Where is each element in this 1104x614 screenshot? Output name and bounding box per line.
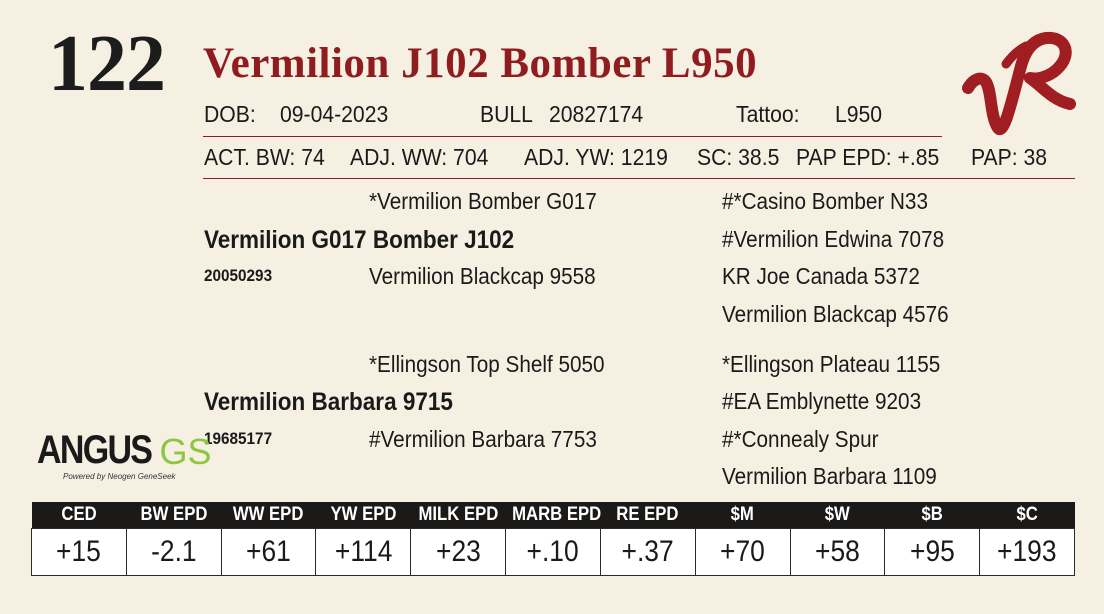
divider-bottom: [203, 178, 1075, 179]
angus-wordmark: ANGUS: [37, 428, 153, 472]
value-marb-epd: +.10: [505, 528, 601, 576]
tattoo-label: Tattoo:: [736, 101, 800, 127]
value-c-index: +193: [979, 528, 1075, 576]
epd-table: CED BW EPD WW EPD YW EPD MILK EPD MARB E…: [31, 502, 1075, 576]
sire-dam-dam: Vermilion Blackcap 4576: [722, 301, 949, 327]
value-ced: +15: [31, 528, 127, 576]
pap-epd: PAP EPD: +.85: [796, 144, 940, 170]
value-b-index: +95: [884, 528, 981, 576]
angus-tagline: Powered by Neogen GeneSeek: [63, 472, 176, 481]
scrotal-circumference: SC: 38.5: [697, 144, 780, 170]
dam-sire-dam: #EA Emblynette 9203: [722, 388, 922, 414]
dob-value: 09-04-2023: [280, 101, 389, 127]
divider-top: [203, 136, 942, 137]
value-re-epd: +.37: [599, 528, 696, 576]
header-w-index: $W: [790, 502, 885, 529]
sire-name: Vermilion G017 Bomber J102: [204, 226, 515, 254]
sire-registration: 20050293: [204, 266, 273, 285]
header-b-index: $B: [884, 502, 980, 529]
sire-sire: *Vermilion Bomber G017: [369, 188, 597, 214]
sire-sire-sire: #*Casino Bomber N33: [722, 188, 928, 214]
sire-dam-sire: KR Joe Canada 5372: [722, 263, 920, 289]
animal-name: Vermilion J102 Bomber L950: [203, 40, 758, 87]
ranch-brand-logo: [962, 31, 1076, 136]
header-re-epd: RE EPD: [600, 502, 696, 529]
actual-birth-weight: ACT. BW: 74: [204, 144, 325, 170]
gs-wordmark: GS: [159, 431, 212, 472]
header-ww-epd: WW EPD: [221, 502, 316, 529]
registration-number: 20827174: [549, 101, 644, 127]
value-bw-epd: -2.1: [125, 528, 222, 576]
header-marb-epd: MARB EPD: [505, 502, 601, 529]
dam-dam: #Vermilion Barbara 7753: [369, 426, 597, 452]
header-bw-epd: BW EPD: [126, 502, 222, 529]
header-c-index: $C: [979, 502, 1075, 529]
dam-sire: *Ellingson Top Shelf 5050: [369, 351, 605, 377]
header-yw-epd: YW EPD: [315, 502, 411, 529]
sire-sire-dam: #Vermilion Edwina 7078: [722, 226, 945, 252]
header-m-index: $M: [695, 502, 790, 529]
epd-value-row: +15 -2.1 +61 +114 +23 +.10 +.37 +70 +58 …: [31, 528, 1075, 576]
pap-score: PAP: 38: [971, 144, 1048, 170]
value-ww-epd: +61: [220, 528, 317, 576]
lot-number: 122: [48, 20, 166, 108]
dam-dam-sire: #*Connealy Spur: [722, 426, 879, 452]
adjusted-weaning-weight: ADJ. WW: 704: [350, 144, 489, 170]
dob-label: DOB:: [204, 101, 256, 127]
header-milk-epd: MILK EPD: [410, 502, 506, 529]
header-ced: CED: [31, 502, 127, 529]
angus-gs-logo: ANGUS GS Powered by Neogen GeneSeek: [37, 428, 211, 490]
sire-dam: Vermilion Blackcap 9558: [369, 263, 596, 289]
value-m-index: +70: [694, 528, 791, 576]
tattoo-value: L950: [835, 101, 883, 127]
sex-value: BULL: [480, 101, 533, 127]
value-w-index: +58: [789, 528, 886, 576]
dam-dam-dam: Vermilion Barbara 1109: [722, 463, 937, 489]
value-yw-epd: +114: [315, 528, 412, 576]
dam-registration: 19685177: [204, 429, 273, 448]
adjusted-yearling-weight: ADJ. YW: 1219: [524, 144, 668, 170]
dam-name: Vermilion Barbara 9715: [204, 388, 453, 416]
value-milk-epd: +23: [410, 528, 507, 576]
dam-sire-sire: *Ellingson Plateau 1155: [722, 351, 941, 377]
epd-header-row: CED BW EPD WW EPD YW EPD MILK EPD MARB E…: [31, 502, 1075, 529]
